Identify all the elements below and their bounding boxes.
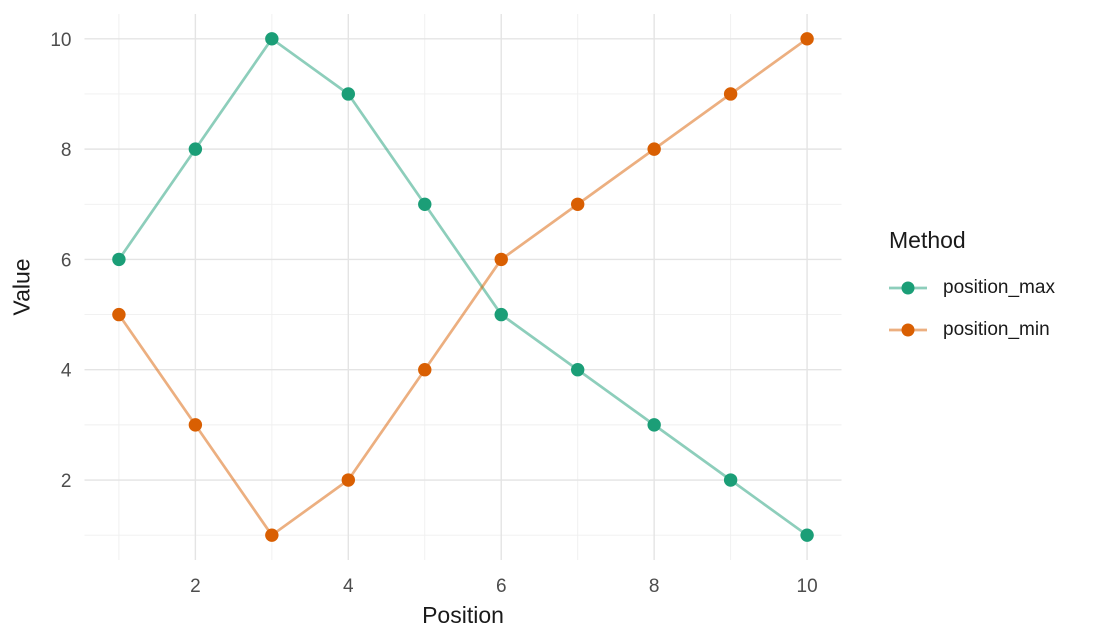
- legend-label-position-min: position_min: [943, 319, 1050, 340]
- svg-text:10: 10: [50, 30, 71, 51]
- legend-item-position-min: position_min: [889, 317, 1050, 343]
- svg-text:8: 8: [649, 576, 660, 597]
- legend-item-position-max: position_max: [889, 275, 1055, 301]
- svg-text:2: 2: [61, 471, 72, 492]
- svg-text:10: 10: [797, 576, 818, 597]
- svg-text:4: 4: [343, 576, 354, 597]
- y-axis-title: Value: [8, 258, 35, 316]
- legend: Method position_max position_min: [889, 0, 1104, 644]
- x-axis-title: Position: [422, 602, 504, 628]
- svg-text:6: 6: [61, 250, 72, 271]
- svg-text:6: 6: [496, 576, 507, 597]
- svg-text:4: 4: [61, 361, 72, 382]
- legend-key-position-max-icon: [889, 281, 927, 295]
- svg-text:2: 2: [190, 576, 201, 597]
- legend-label-position-max: position_max: [943, 277, 1055, 298]
- svg-text:8: 8: [61, 140, 72, 161]
- legend-title: Method: [889, 227, 966, 253]
- legend-key-position-min-icon: [889, 323, 927, 337]
